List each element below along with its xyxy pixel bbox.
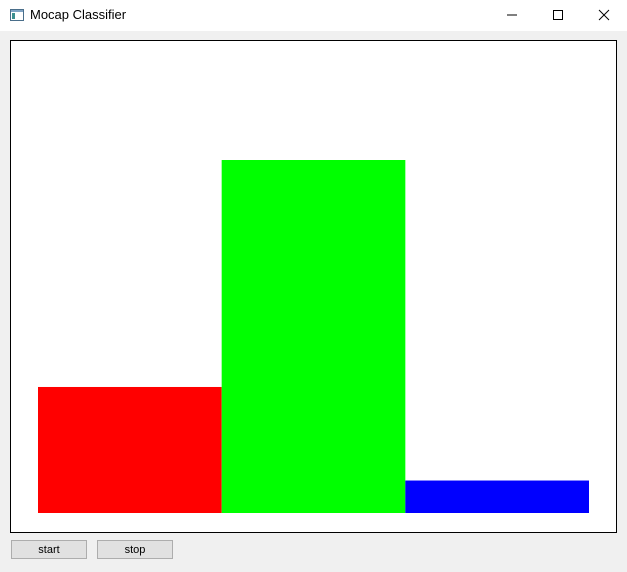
- minimize-button[interactable]: [489, 0, 535, 31]
- window-title: Mocap Classifier: [30, 7, 127, 22]
- bar-2: [221, 160, 406, 513]
- minimize-icon: [507, 14, 517, 16]
- bar-chart: [38, 160, 589, 513]
- maximize-button[interactable]: [535, 0, 581, 31]
- stop-button[interactable]: stop: [97, 540, 173, 559]
- bar-3: [405, 480, 589, 513]
- title-bar[interactable]: Mocap Classifier: [0, 0, 627, 31]
- close-button[interactable]: [581, 0, 627, 31]
- start-button[interactable]: start: [11, 540, 87, 559]
- bar-1: [38, 386, 222, 513]
- bar-chart-panel: [10, 40, 617, 533]
- app-window-icon: [10, 9, 24, 21]
- maximize-icon: [553, 10, 563, 20]
- close-icon: [598, 9, 610, 21]
